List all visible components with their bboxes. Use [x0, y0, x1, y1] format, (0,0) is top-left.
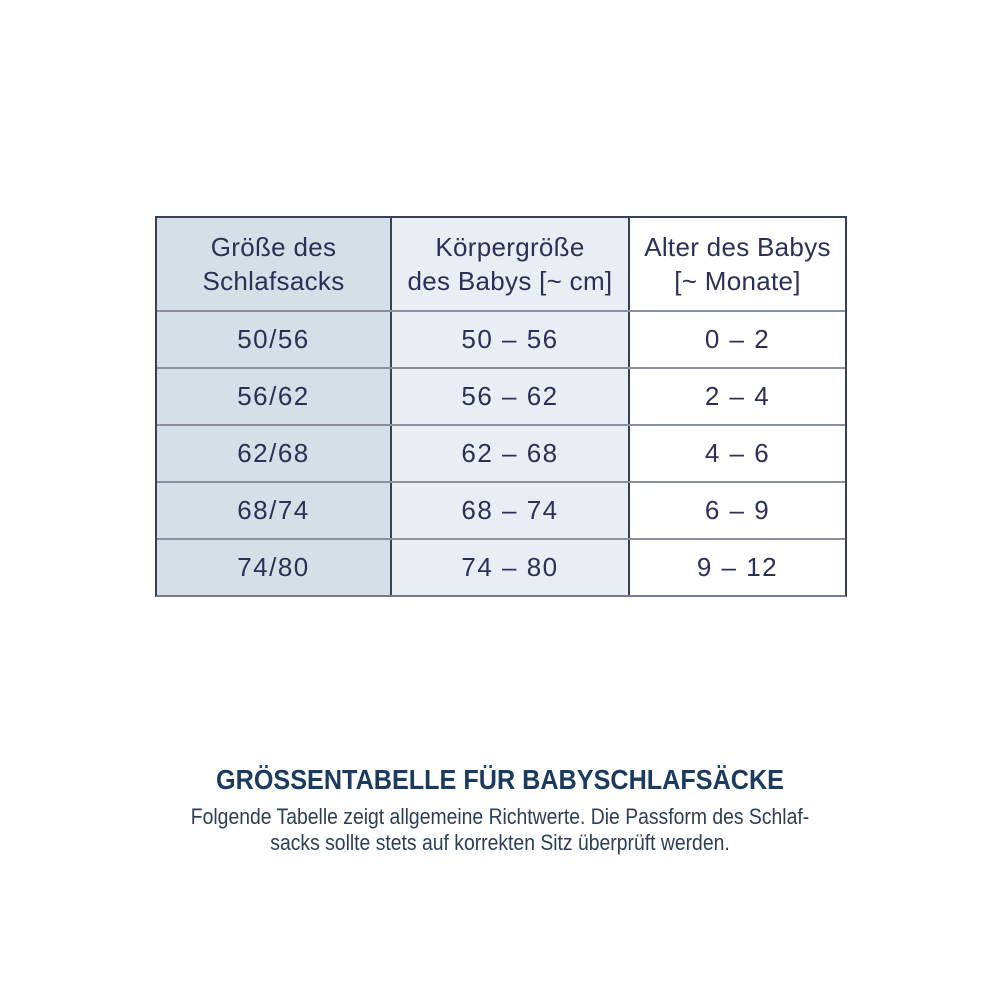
- cell-body-height: 62 – 68: [391, 425, 630, 483]
- cell-sleeping-bag-size: 68/74: [157, 482, 392, 540]
- table-row: 74/80 74 – 80 9 – 12: [157, 539, 845, 595]
- header-line: Größe des: [210, 232, 337, 262]
- cell-sleeping-bag-size: 74/80: [157, 539, 392, 595]
- cell-sleeping-bag-size: 56/62: [157, 368, 392, 426]
- header-line: Alter des Babys: [644, 232, 831, 262]
- cell-sleeping-bag-size: 62/68: [157, 425, 392, 483]
- cell-baby-age: 9 – 12: [629, 539, 845, 595]
- cell-body-height: 56 – 62: [391, 368, 630, 426]
- header-line: Schlafsacks: [202, 266, 345, 296]
- table-header-row: Größe des Schlafsacks Körpergröße des Ba…: [157, 218, 845, 312]
- column-header-body-height: Körpergröße des Babys [~ cm]: [391, 218, 630, 312]
- disclaimer-line-2: sacks sollte stets auf korrekten Sitz üb…: [270, 830, 730, 855]
- table-row: 68/74 68 – 74 6 – 9: [157, 482, 845, 540]
- header-line: [~ Monate]: [674, 266, 801, 296]
- cell-body-height: 50 – 56: [391, 311, 630, 369]
- cell-baby-age: 6 – 9: [629, 482, 845, 540]
- cell-body-height: 68 – 74: [391, 482, 630, 540]
- cell-baby-age: 2 – 4: [629, 368, 845, 426]
- cell-baby-age: 0 – 2: [629, 311, 845, 369]
- header-line: des Babys [~ cm]: [407, 266, 613, 296]
- table-row: 56/62 56 – 62 2 – 4: [157, 368, 845, 426]
- size-table: Größe des Schlafsacks Körpergröße des Ba…: [157, 218, 845, 595]
- cell-baby-age: 4 – 6: [629, 425, 845, 483]
- table-row: 50/56 50 – 56 0 – 2: [157, 311, 845, 369]
- header-line: Körpergröße: [435, 232, 585, 262]
- cell-body-height: 74 – 80: [391, 539, 630, 595]
- cell-sleeping-bag-size: 50/56: [157, 311, 392, 369]
- disclaimer-note: Folgende Tabelle zeigt allgemeine Richtw…: [60, 804, 940, 856]
- table-row: 62/68 62 – 68 4 – 6: [157, 425, 845, 483]
- size-table-container: Größe des Schlafsacks Körpergröße des Ba…: [155, 216, 847, 597]
- disclaimer-line-1: Folgende Tabelle zeigt allgemeine Richtw…: [190, 804, 810, 829]
- column-header-baby-age: Alter des Babys [~ Monate]: [629, 218, 845, 312]
- page-title: GRÖSSENTABELLE FÜR BABYSCHLAFSÄCKE: [216, 764, 784, 795]
- column-header-sleeping-bag-size: Größe des Schlafsacks: [157, 218, 392, 312]
